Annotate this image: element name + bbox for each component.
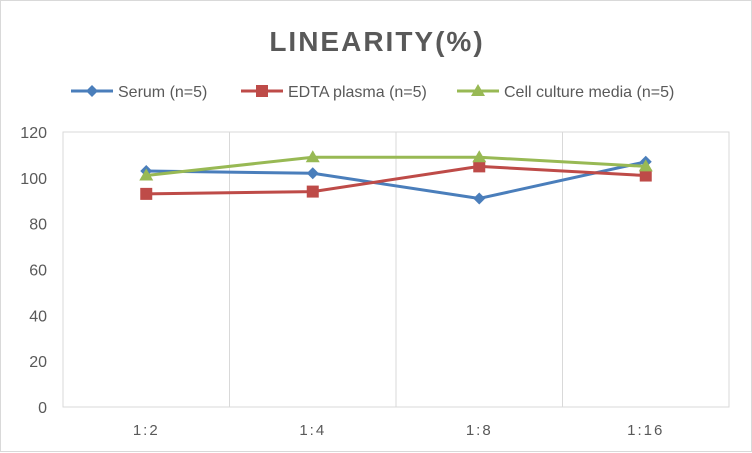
data-point	[472, 150, 487, 163]
data-point	[473, 160, 486, 173]
data-point	[86, 85, 98, 97]
legend: Serum (n=5) EDTA plasma (n=5) Cell culture…	[71, 84, 674, 101]
x-tick-label: 1:8	[466, 422, 493, 439]
x-axis: 1:2 1:4 1:8 1:16	[133, 422, 664, 439]
series-line	[146, 160, 647, 200]
data-point	[256, 85, 268, 97]
data-point	[305, 150, 320, 163]
y-tick-label: 120	[20, 125, 47, 142]
series-group	[139, 150, 653, 205]
plot-area	[62, 131, 730, 408]
series-line	[146, 155, 646, 178]
data-point	[638, 159, 653, 172]
legend-label: Serum (n=5)	[118, 84, 207, 101]
x-tick-label: 1:4	[299, 422, 326, 439]
y-axis: 0 20 40 60 80 100 120	[20, 125, 47, 417]
y-tick-label: 0	[38, 400, 47, 417]
data-point	[306, 167, 319, 180]
y-tick-label: 80	[29, 217, 47, 234]
y-tick-label: 60	[29, 263, 47, 280]
y-tick-label: 40	[29, 308, 47, 325]
y-tick-label: 100	[20, 171, 47, 188]
data-point	[306, 185, 319, 198]
series-line	[146, 164, 646, 196]
y-tick-label: 20	[29, 354, 47, 371]
data-point	[140, 187, 153, 200]
x-tick-label: 1:16	[627, 422, 664, 439]
legend-label: EDTA plasma (n=5)	[288, 84, 427, 101]
data-point	[139, 168, 154, 181]
data-point	[639, 169, 652, 182]
chart-title: LINEARITY(%)	[269, 26, 484, 57]
x-tick-label: 1:2	[133, 422, 160, 439]
legend-label: Cell culture media (n=5)	[504, 84, 674, 101]
data-point	[473, 192, 486, 205]
data-point	[471, 84, 485, 96]
